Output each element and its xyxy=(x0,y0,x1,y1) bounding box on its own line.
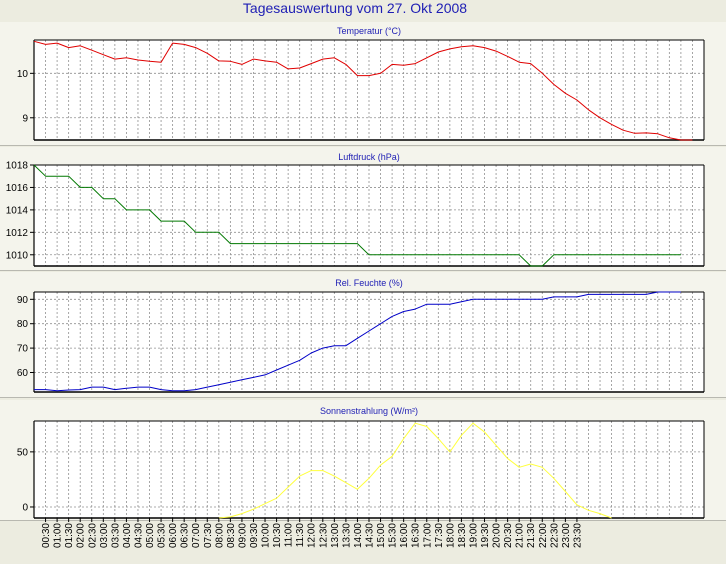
x-tick-label: 05:00 xyxy=(145,523,156,548)
x-tick-label: 11:00 xyxy=(284,523,295,548)
chart-title: Luftdruck (hPa) xyxy=(338,152,400,162)
y-tick-label: 70 xyxy=(17,344,29,355)
chart-panel-0: Temperatur (°C) 9 10 xyxy=(0,22,726,146)
chart-panels: Temperatur (°C) 9 10 Luftdruck (hPa) 1010 101… xyxy=(0,22,726,521)
x-tick-label: 07:30 xyxy=(203,523,214,548)
x-tick-label: 17:30 xyxy=(434,523,445,548)
x-tick-label: 19:00 xyxy=(469,523,480,548)
x-tick-label: 23:30 xyxy=(572,523,583,548)
x-tick-label: 15:00 xyxy=(376,523,387,548)
x-tick-label: 08:30 xyxy=(226,523,237,548)
x-tick-label: 13:30 xyxy=(341,523,352,548)
x-tick-label: 09:00 xyxy=(237,523,248,548)
x-tick-label: 01:00 xyxy=(53,523,64,548)
y-tick-label: 1012 xyxy=(6,228,29,239)
x-tick-label: 15:30 xyxy=(388,523,399,548)
x-tick-label: 14:00 xyxy=(353,523,364,548)
y-tick-label: 1010 xyxy=(6,250,29,261)
y-tick-label: 1016 xyxy=(6,183,29,194)
x-tick-label: 23:00 xyxy=(561,523,572,548)
x-tick-label: 22:30 xyxy=(549,523,560,548)
y-tick-label: 60 xyxy=(17,368,29,379)
x-tick-label: 19:30 xyxy=(480,523,491,548)
chart-panel-3: Sonnenstrahlung (W/m²) 0 50 xyxy=(0,400,726,521)
x-tick-label: 06:00 xyxy=(168,523,179,548)
x-tick-label: 14:30 xyxy=(365,523,376,548)
x-tick-label: 08:00 xyxy=(214,523,225,548)
x-tick-label: 21:00 xyxy=(515,523,526,548)
x-tick-label: 05:30 xyxy=(157,523,168,548)
chart-title: Rel. Feuchte (%) xyxy=(335,278,403,288)
x-tick-label: 10:00 xyxy=(261,523,272,548)
y-tick-label: 90 xyxy=(17,295,29,306)
y-tick-label: 1014 xyxy=(6,205,29,216)
y-tick-label: 1018 xyxy=(6,161,29,172)
x-tick-label: 22:00 xyxy=(538,523,549,548)
x-tick-label: 20:00 xyxy=(492,523,503,548)
x-tick-label: 01:30 xyxy=(64,523,75,548)
x-tick-label: 07:00 xyxy=(191,523,202,548)
y-tick-label: 9 xyxy=(22,113,28,124)
x-tick-label: 17:00 xyxy=(422,523,433,548)
x-tick-label: 04:30 xyxy=(134,523,145,548)
y-tick-label: 50 xyxy=(17,447,29,458)
x-tick-label: 09:30 xyxy=(249,523,260,548)
x-tick-label: 16:30 xyxy=(411,523,422,548)
series-line-0 xyxy=(33,40,693,141)
x-tick-label: 02:30 xyxy=(87,523,98,548)
y-tick-label: 0 xyxy=(22,502,28,513)
x-tick-label: 12:30 xyxy=(318,523,329,548)
x-tick-label: 00:30 xyxy=(41,523,52,548)
x-tick-label: 03:00 xyxy=(99,523,110,548)
x-tick-label: 06:30 xyxy=(180,523,191,548)
x-tick-label: 02:00 xyxy=(76,523,87,548)
y-tick-label: 10 xyxy=(17,69,29,80)
x-tick-label: 16:00 xyxy=(399,523,410,548)
x-tick-label: 03:30 xyxy=(110,523,121,548)
chart-title: Temperatur (°C) xyxy=(337,26,401,36)
x-tick-label: 18:30 xyxy=(457,523,468,548)
series-line-0 xyxy=(218,422,612,519)
x-tick-label: 04:00 xyxy=(122,523,133,548)
x-tick-label: 13:00 xyxy=(330,523,341,548)
x-tick-label: 20:30 xyxy=(503,523,514,548)
series-line-0 xyxy=(34,291,681,392)
chart-panel-1: Luftdruck (hPa) 1010 1012 1014 1016 1018 xyxy=(0,147,726,271)
chart-title: Sonnenstrahlung (W/m²) xyxy=(320,406,418,416)
x-tick-label: 10:30 xyxy=(272,523,283,548)
x-tick-label: 11:30 xyxy=(295,523,306,548)
time-axis: 00:30 01:00 01:30 02:00 02:30 03:00 03:30 04:00… xyxy=(41,518,583,548)
series-line-0 xyxy=(33,164,681,267)
page-title: Tagesauswertung vom 27. Okt 2008 xyxy=(243,0,467,16)
y-tick-label: 80 xyxy=(17,319,29,330)
x-tick-label: 18:00 xyxy=(445,523,456,548)
chart-panel-2: Rel. Feuchte (%) 60 70 80 90 xyxy=(0,272,726,398)
x-tick-label: 21:30 xyxy=(526,523,537,548)
x-tick-label: 12:00 xyxy=(307,523,318,548)
